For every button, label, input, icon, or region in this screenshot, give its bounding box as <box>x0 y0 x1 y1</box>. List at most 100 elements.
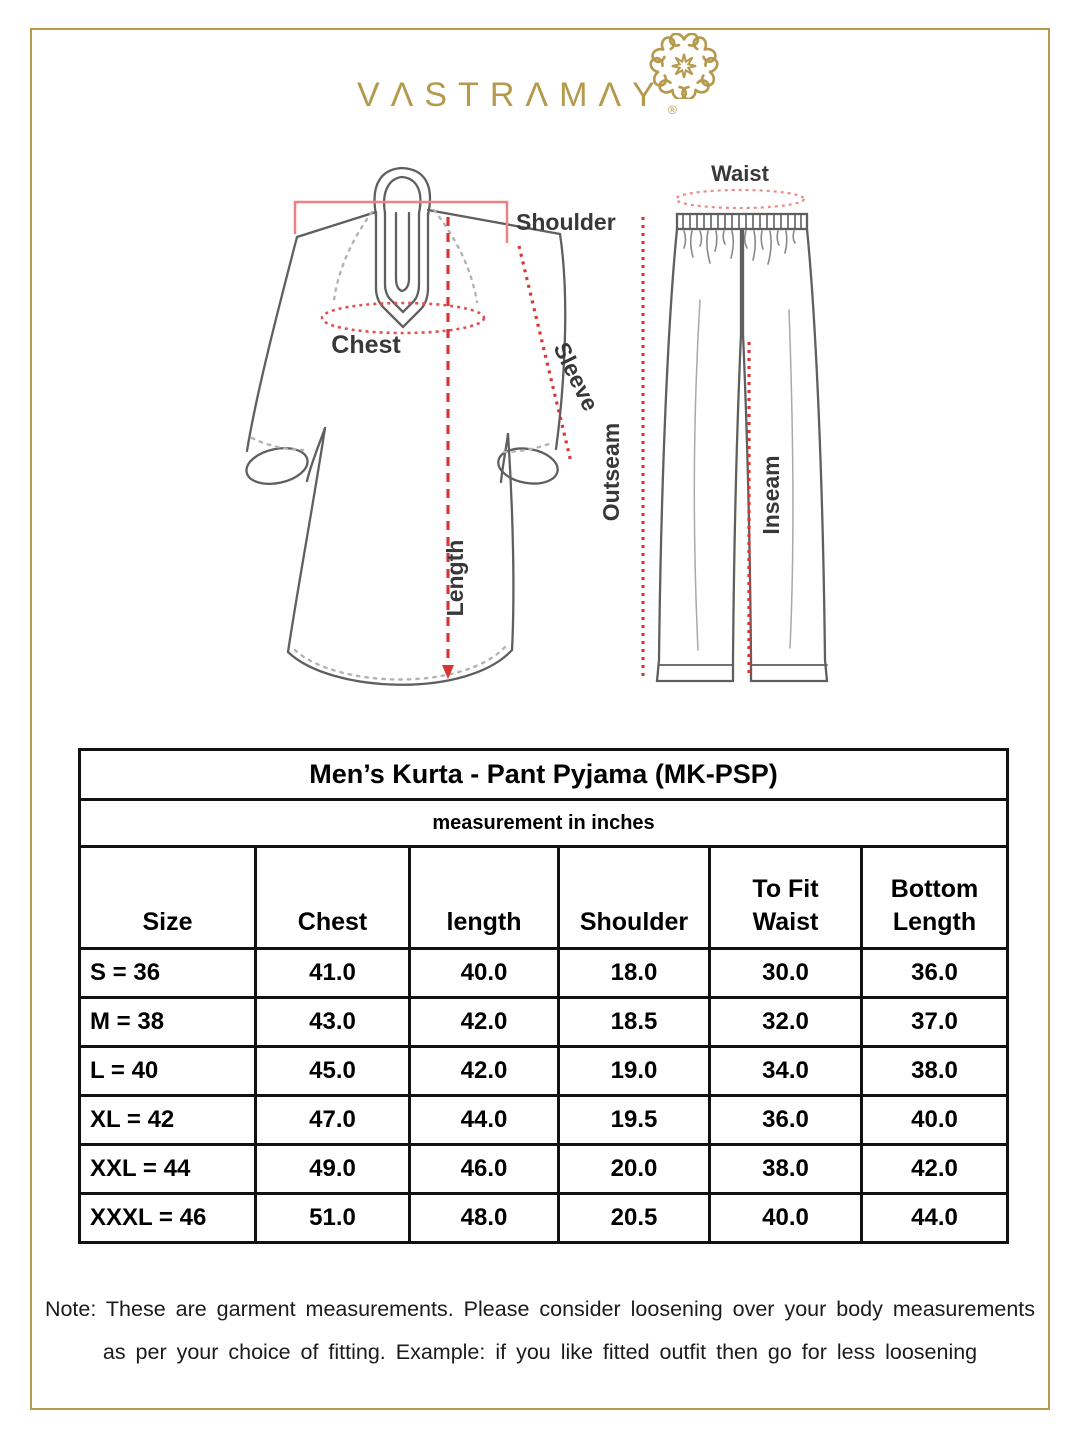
kurta-left-sleeve-outer <box>245 235 299 453</box>
cell-bottom-length: 44.0 <box>859 1192 1010 1244</box>
pyjama-left-leg <box>655 227 743 683</box>
table-row-xl: XL = 42 47.0 44.0 19.5 36.0 40.0 <box>78 1094 1010 1146</box>
cell-shoulder: 18.5 <box>557 996 711 1048</box>
cell-size: M = 38 <box>78 996 257 1048</box>
cell-bottom-length: 42.0 <box>859 1143 1010 1195</box>
kurta-left-seam <box>286 426 327 654</box>
cell-to-fit-waist: 34.0 <box>708 1045 863 1097</box>
brand-name: VΛSTRΛMΛY <box>357 76 666 114</box>
table-header-row: Size Chest length Shoulder To Fit Waist … <box>78 845 1010 950</box>
table-subtitle: measurement in inches <box>77 798 1010 848</box>
table-title: Men’s Kurta - Pant Pyjama (MK-PSP) <box>77 748 1010 801</box>
cell-bottom-length: 40.0 <box>859 1094 1010 1146</box>
cell-bottom-length: 37.0 <box>859 996 1010 1048</box>
cell-to-fit-waist: 30.0 <box>708 947 863 999</box>
pyjama-gathers <box>683 230 796 265</box>
measurement-note: Note: These are garment measurements. Pl… <box>38 1288 1042 1374</box>
kurta-stitch-details <box>250 208 554 681</box>
outseam-label: Outseam <box>598 423 624 521</box>
cell-bottom-length: 36.0 <box>859 947 1010 999</box>
cell-shoulder: 19.0 <box>557 1045 711 1097</box>
kurta-collar-outer <box>373 166 432 217</box>
waist-measure-ellipse <box>674 188 806 210</box>
kurta-right-shoulder <box>426 208 562 236</box>
chest-label: Chest <box>331 331 401 359</box>
kurta-hem <box>286 648 514 686</box>
length-measure-arrow <box>442 665 454 679</box>
column-header-bottom-length: Bottom Length <box>859 845 1010 950</box>
cell-length: 48.0 <box>408 1192 560 1244</box>
kurta-placket-outer <box>374 211 430 329</box>
cell-shoulder: 20.0 <box>557 1143 711 1195</box>
kurta-left-yoke-stitch <box>332 210 374 302</box>
cell-chest: 45.0 <box>254 1045 411 1097</box>
cell-size: XXL = 44 <box>78 1143 257 1195</box>
kurta-right-cuff-stitch <box>502 441 554 454</box>
kurta-placket-slit <box>394 211 411 293</box>
table-row-xxl: XXL = 44 49.0 46.0 20.0 38.0 42.0 <box>78 1143 1010 1195</box>
table-row-l: L = 40 45.0 42.0 19.0 34.0 38.0 <box>78 1045 1010 1097</box>
cell-chest: 51.0 <box>254 1192 411 1244</box>
table-subtitle-row: measurement in inches <box>77 798 1010 848</box>
kurta-hem-stitch <box>293 644 508 681</box>
kurta-left-sleeve-inner <box>305 426 327 483</box>
table-row-xxxl: XXXL = 46 51.0 48.0 20.5 40.0 44.0 <box>78 1192 1010 1244</box>
cell-to-fit-waist: 36.0 <box>708 1094 863 1146</box>
kurta-placket-inner <box>383 211 421 314</box>
kurta-collar-inner <box>382 175 422 215</box>
sleeve-measure-line <box>517 245 573 463</box>
table-row-s: S = 36 41.0 40.0 18.0 30.0 36.0 <box>78 947 1010 999</box>
cell-chest: 49.0 <box>254 1143 411 1195</box>
cell-size: S = 36 <box>78 947 257 999</box>
pyjama-left-crease <box>693 299 701 651</box>
cell-to-fit-waist: 40.0 <box>708 1192 863 1244</box>
table-row-m: M = 38 43.0 42.0 18.5 32.0 37.0 <box>78 996 1010 1048</box>
note-line-2: as per your choice of fitting. Example: … <box>102 1340 978 1364</box>
flower-star <box>671 53 697 79</box>
kurta-left-cuff <box>245 447 309 485</box>
kurta-right-yoke-stitch <box>432 208 479 304</box>
waist-label: Waist <box>711 161 770 186</box>
pyjama-right-leg <box>741 227 829 683</box>
cell-shoulder: 18.0 <box>557 947 711 999</box>
cell-to-fit-waist: 32.0 <box>708 996 863 1048</box>
kurta-left-shoulder <box>295 210 378 239</box>
cell-length: 44.0 <box>408 1094 560 1146</box>
shoulder-label: Shoulder <box>516 209 616 235</box>
length-label: Length <box>442 540 468 617</box>
kurta-outline <box>245 166 567 686</box>
column-header-to-fit-waist: To Fit Waist <box>708 845 863 950</box>
size-chart-table: Men’s Kurta - Pant Pyjama (MK-PSP) measu… <box>77 748 1010 1244</box>
cell-bottom-length: 38.0 <box>859 1045 1010 1097</box>
column-header-chest: Chest <box>254 845 411 950</box>
pyjama-waistband-ticks <box>682 213 802 230</box>
note-line-1: Note: These are garment measurements. Pl… <box>44 1297 1036 1321</box>
column-header-length: length <box>408 845 560 950</box>
column-header-size: Size <box>78 845 257 950</box>
kurta-right-seam <box>506 432 515 652</box>
brand-flower-icon <box>649 33 719 99</box>
measurement-diagram: Shoulder Chest Sleeve Length Waist Outse… <box>245 161 829 686</box>
cell-size: XL = 42 <box>78 1094 257 1146</box>
cell-to-fit-waist: 38.0 <box>708 1143 863 1195</box>
inseam-label: Inseam <box>758 455 784 534</box>
cell-length: 42.0 <box>408 996 560 1048</box>
flower-curls <box>649 33 719 99</box>
cell-length: 40.0 <box>408 947 560 999</box>
kurta-right-sleeve-outer <box>554 232 567 451</box>
cell-length: 46.0 <box>408 1143 560 1195</box>
chest-measure-ellipse <box>320 301 486 335</box>
cell-size: XXXL = 46 <box>78 1192 257 1244</box>
pyjama-outline <box>655 212 829 683</box>
cell-shoulder: 19.5 <box>557 1094 711 1146</box>
kurta-left-cuff-stitch <box>250 436 305 452</box>
cell-chest: 41.0 <box>254 947 411 999</box>
cell-length: 42.0 <box>408 1045 560 1097</box>
shoulder-measure-bracket <box>293 200 509 243</box>
registered-trademark-icon: ® <box>668 103 677 117</box>
cell-shoulder: 20.5 <box>557 1192 711 1244</box>
pyjama-right-crease <box>788 309 794 649</box>
cell-chest: 47.0 <box>254 1094 411 1146</box>
cell-chest: 43.0 <box>254 996 411 1048</box>
